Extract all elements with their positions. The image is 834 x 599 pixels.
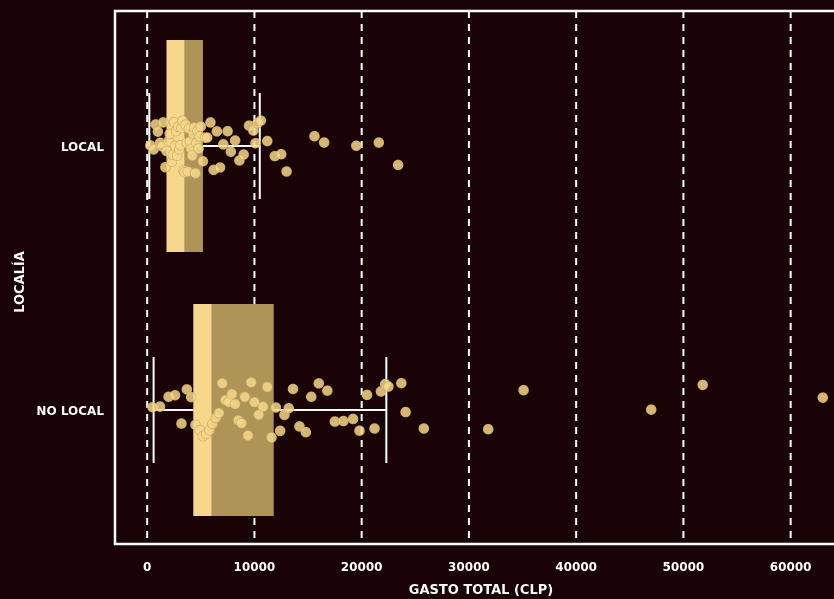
data-point <box>257 401 269 413</box>
data-point <box>176 418 187 429</box>
data-point <box>373 137 385 148</box>
data-point <box>347 413 359 425</box>
data-point <box>392 159 404 171</box>
data-point <box>261 135 273 147</box>
data-point <box>186 150 198 161</box>
y-category-labels: LOCAL NO LOCAL <box>36 140 104 418</box>
data-point <box>351 140 362 152</box>
data-point <box>309 130 320 142</box>
data-point <box>236 417 247 429</box>
box-lower-half <box>193 304 212 516</box>
x-tick-label: 10000 <box>234 560 276 574</box>
data-point <box>396 377 407 389</box>
data-point <box>697 379 709 391</box>
data-point <box>283 402 295 414</box>
data-point <box>195 121 207 132</box>
data-point <box>216 378 228 389</box>
data-point <box>218 139 229 150</box>
y-category-label: NO LOCAL <box>36 404 104 418</box>
data-point <box>645 404 657 415</box>
data-point <box>354 425 365 436</box>
x-tick-label: 60000 <box>770 560 812 574</box>
data-point <box>229 135 241 146</box>
data-point <box>250 137 261 149</box>
data-point <box>239 391 251 403</box>
data-point <box>211 126 223 137</box>
x-tick-label: 40000 <box>555 560 597 574</box>
data-point <box>190 167 201 179</box>
data-point <box>261 381 273 393</box>
data-point <box>185 391 197 403</box>
data-point <box>225 146 237 158</box>
data-point <box>400 406 411 418</box>
data-point <box>274 425 286 437</box>
data-point <box>157 117 169 128</box>
data-point <box>518 384 529 396</box>
x-axis-title: GASTO TOTAL (CLP) <box>409 583 553 598</box>
x-tick-label: 50000 <box>663 560 705 574</box>
data-point <box>817 392 829 403</box>
data-point <box>322 385 333 396</box>
data-point <box>305 391 317 403</box>
data-point <box>266 432 277 443</box>
data-point <box>249 396 260 408</box>
data-point <box>152 126 164 137</box>
y-category-label: LOCAL <box>61 140 105 154</box>
data-point <box>193 143 204 154</box>
data-point <box>482 423 494 435</box>
data-point <box>242 430 254 441</box>
data-point <box>201 132 213 143</box>
data-point <box>369 423 380 434</box>
x-tick-label: 20000 <box>341 560 383 574</box>
x-tick-labels: 0 10000 20000 30000 40000 50000 60000 <box>143 560 812 574</box>
data-point <box>383 381 394 392</box>
data-point <box>229 398 241 410</box>
data-point <box>300 426 312 438</box>
x-tick-label: 30000 <box>448 560 490 574</box>
data-point <box>418 423 430 434</box>
data-point <box>245 377 257 388</box>
data-point <box>338 415 349 427</box>
x-tick-label: 0 <box>143 560 151 574</box>
data-point <box>361 389 373 401</box>
data-point <box>238 149 249 160</box>
data-point <box>287 383 299 395</box>
plot-frame <box>113 9 834 546</box>
data-point <box>205 117 216 128</box>
data-point <box>222 125 233 137</box>
data-point <box>197 155 209 167</box>
data-point <box>154 401 166 412</box>
y-axis-title: LOCALÍA <box>12 251 28 313</box>
data-point <box>275 148 287 160</box>
data-point <box>214 162 226 173</box>
data-points <box>145 115 829 443</box>
data-point <box>270 402 282 413</box>
data-point <box>281 166 292 177</box>
data-point <box>255 115 267 126</box>
data-point <box>226 388 238 400</box>
data-point <box>213 407 225 419</box>
data-point <box>169 389 181 401</box>
data-point <box>313 378 325 389</box>
data-point <box>318 137 330 148</box>
